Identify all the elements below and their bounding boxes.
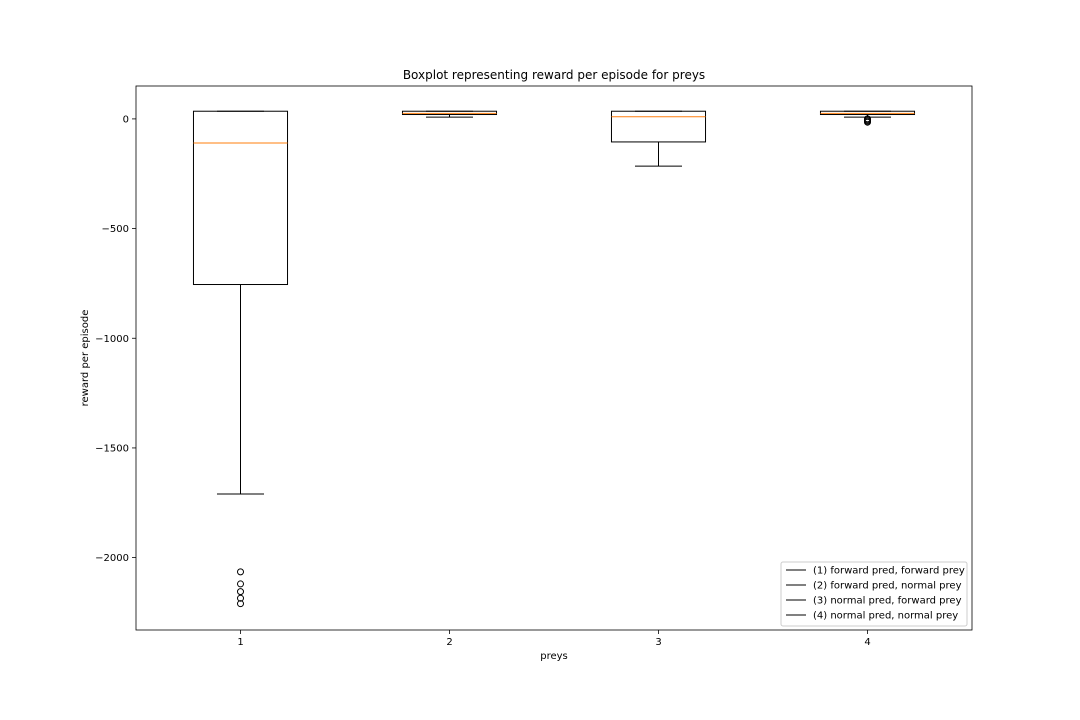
box-group-4 xyxy=(819,110,916,126)
legend-entry: (2) forward pred, normal prey xyxy=(813,581,962,592)
y-axis-label: reward per episode xyxy=(80,310,91,407)
box xyxy=(401,110,498,116)
y-tick-label: −1000 xyxy=(95,334,129,345)
legend: (1) forward pred, forward prey (2) forwar… xyxy=(780,561,968,627)
box xyxy=(610,110,707,143)
outlier-point xyxy=(237,594,244,602)
y-tick-label: −1500 xyxy=(95,443,129,454)
outlier-point xyxy=(864,118,871,126)
y-tick-label: 0 xyxy=(123,114,129,125)
x-tick-label: 4 xyxy=(864,637,870,648)
axes-frame xyxy=(135,85,973,631)
legend-entry: (1) forward pred, forward prey xyxy=(813,566,965,577)
legend-frame xyxy=(780,561,968,627)
legend-entry: (3) normal pred, forward prey xyxy=(813,596,962,607)
box xyxy=(819,110,916,116)
x-tick-label: 2 xyxy=(446,637,452,648)
outlier-point xyxy=(237,568,244,576)
x-tick-label: 3 xyxy=(655,637,661,648)
outlier-point xyxy=(237,600,244,608)
outlier-point xyxy=(237,588,244,596)
outlier-point xyxy=(237,580,244,588)
x-axis-label: preys xyxy=(540,651,568,662)
box-group-3 xyxy=(610,110,707,167)
box-group-2 xyxy=(401,110,498,118)
plot-area: −2000 −1500 −1000 −500 0 1 2 3 4 xyxy=(95,85,973,648)
y-tick-label: −2000 xyxy=(95,553,129,564)
legend-entry: (4) normal pred, normal prey xyxy=(813,611,958,622)
box-group-1 xyxy=(192,110,289,608)
chart-title: Boxplot representing reward per episode … xyxy=(403,68,705,82)
x-tick-label: 1 xyxy=(237,637,243,648)
y-tick-label: −500 xyxy=(102,224,129,235)
box xyxy=(192,110,289,286)
